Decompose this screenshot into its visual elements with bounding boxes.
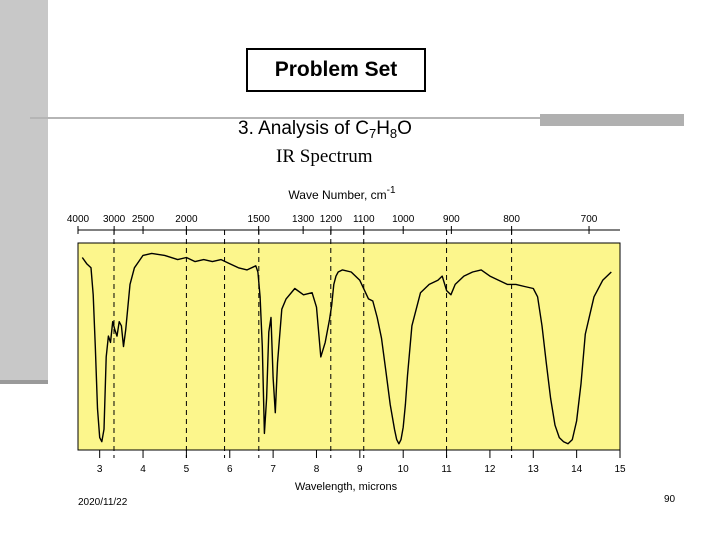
top-axis-tick-label: 2000 xyxy=(175,214,198,225)
top-axis-tick-label: 3000 xyxy=(103,214,126,225)
x-axis-tick-label: 8 xyxy=(314,464,320,475)
slide-title-box: Problem Set xyxy=(246,48,426,92)
slide-title: Problem Set xyxy=(274,58,398,81)
plot-area xyxy=(77,242,621,451)
slide-page-number: 90 xyxy=(664,494,676,505)
subtitle-sub-7: 7 xyxy=(368,126,377,141)
x-axis-tick-label: 4 xyxy=(140,464,146,475)
x-axis-tick-label: 12 xyxy=(484,464,496,475)
top-axis-tick-label: 1500 xyxy=(248,214,271,225)
top-axis-tick-label: 4000 xyxy=(67,214,90,225)
sidebar-bar xyxy=(0,0,48,383)
x-axis-label: Wavelength, microns xyxy=(295,481,398,493)
title-divider-accent xyxy=(540,114,684,126)
x-axis-tick-label: 5 xyxy=(184,464,190,475)
x-axis-tick-label: 9 xyxy=(357,464,363,475)
x-axis-tick-label: 13 xyxy=(528,464,540,475)
slide-subtitle: 3. Analysis of C7H8O xyxy=(238,118,412,141)
subtitle-text: 3. Analysis of C xyxy=(238,118,369,139)
x-axis-tick-label: 3 xyxy=(97,464,103,475)
x-axis-tick-label: 7 xyxy=(270,464,276,475)
subtitle-o: O xyxy=(397,118,412,139)
sidebar-bar-edge xyxy=(0,380,48,384)
x-axis-tick-label: 15 xyxy=(614,464,626,475)
x-axis-tick-label: 6 xyxy=(227,464,233,475)
top-axis-tick-label: 900 xyxy=(443,214,460,225)
top-axis-tick-label: 800 xyxy=(503,214,520,225)
top-axis-tick-label: 700 xyxy=(581,214,598,225)
title-divider xyxy=(30,117,684,119)
x-axis-tick-label: 10 xyxy=(398,464,410,475)
subtitle-sub-8: 8 xyxy=(389,126,398,141)
top-axis-tick-label: 1300 xyxy=(292,214,315,225)
top-axis-tick-label: 1100 xyxy=(353,214,375,225)
top-axis-label: Wave Number, cm-1 xyxy=(288,185,396,202)
spectrum-label: IR Spectrum xyxy=(276,146,373,167)
top-axis-tick-label: 1000 xyxy=(392,214,415,225)
top-axis-tick-label: 2500 xyxy=(132,214,155,225)
subtitle-h: H xyxy=(376,118,390,139)
x-axis-tick-label: 14 xyxy=(571,464,583,475)
top-axis-tick-label: 1200 xyxy=(320,214,343,225)
slide-date: 2020/11/22 xyxy=(78,497,128,508)
spectrum-line xyxy=(81,252,612,445)
x-axis-tick-label: 11 xyxy=(441,464,452,475)
